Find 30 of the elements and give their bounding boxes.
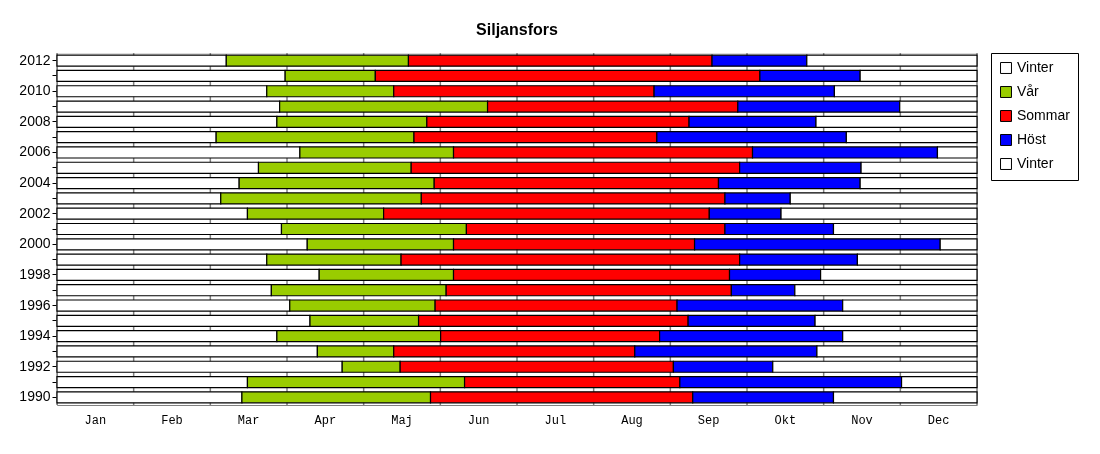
y-tick-label: 1992 — [19, 357, 51, 374]
y-tick-label: 1990 — [19, 388, 51, 405]
legend-label: Vår — [1017, 83, 1040, 99]
legend-label: Höst — [1017, 131, 1046, 147]
y-tick-label: 2012 — [19, 51, 51, 68]
y-tick-label: 1998 — [19, 265, 51, 282]
y-tick-label: 1996 — [19, 296, 51, 313]
text: Sep — [697, 414, 720, 428]
text: Jun — [467, 414, 490, 428]
y-tick-label: 2002 — [19, 204, 51, 221]
legend-label: Sommar — [1017, 107, 1071, 123]
y-tick-label: 2010 — [19, 82, 51, 99]
legend-label: Vinter — [1017, 59, 1054, 75]
text: Jan — [84, 414, 107, 428]
text: Dec — [927, 414, 950, 428]
y-tick-label: 2008 — [19, 112, 51, 129]
text: Apr — [314, 414, 337, 428]
y-tick-label: 2004 — [19, 174, 51, 191]
text: Aug — [621, 414, 643, 428]
text: Feb — [161, 414, 183, 428]
y-tick-label: 2000 — [19, 235, 51, 252]
y-tick-label: 1994 — [19, 327, 51, 344]
text: Maj — [391, 414, 413, 428]
legend-label: Vinter — [1017, 155, 1054, 171]
y-tick-label: 2006 — [19, 143, 51, 160]
text: Mar — [237, 414, 260, 428]
text: Jul — [544, 414, 567, 428]
text: Okt — [774, 414, 797, 428]
text: Nov — [851, 414, 873, 428]
chart-title: Siljansfors — [476, 21, 558, 39]
